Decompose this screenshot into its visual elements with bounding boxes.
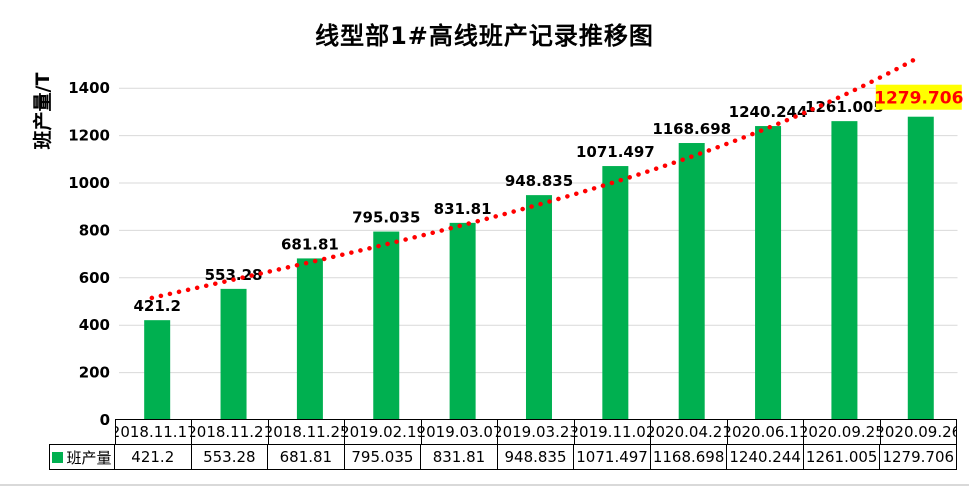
chart-title: 线型部1#高线班产记录推移图: [315, 22, 654, 50]
bar-value-label: 421.2: [133, 297, 180, 315]
value-cell: 681.81: [268, 444, 345, 470]
bar: [907, 116, 934, 420]
value-cell: 1261.005: [803, 444, 881, 470]
y-axis-tick-label: 800: [79, 221, 110, 239]
value-cell: 831.81: [421, 444, 498, 470]
bar: [144, 320, 171, 420]
legend-color-swatch: [52, 451, 64, 463]
value-cell: 1279.706: [880, 444, 958, 470]
bar: [831, 121, 858, 420]
legend-label: 班产量: [66, 448, 112, 467]
trend-line: [149, 54, 922, 301]
data-table-date-row: 2018.11.172018.11.212018.11.252019.02.19…: [115, 419, 957, 445]
date-cell: 2018.11.25: [268, 419, 346, 445]
bar: [525, 195, 552, 420]
y-axis-tick-label: 0: [100, 411, 110, 429]
value-cell: 553.28: [191, 444, 269, 470]
bar-value-label: 1071.497: [576, 143, 655, 161]
bar-value-label: 948.835: [505, 172, 573, 190]
bar-value-label: 831.81: [434, 200, 492, 218]
chart-bottom-border: [0, 484, 969, 486]
value-cell: 1071.497: [574, 444, 651, 470]
bar: [449, 222, 476, 420]
date-cell: 2019.11.02: [574, 419, 652, 445]
value-cell: 1168.698: [650, 444, 728, 470]
y-axis-tick-label: 1000: [68, 174, 110, 192]
highlight-label-bg: [875, 84, 962, 110]
value-cell: 1240.244: [727, 444, 804, 470]
data-table-value-row: 班产量 421.2 553.28 681.81 795.035 831.81 948.83…: [49, 444, 958, 470]
y-axis-tick-label: 200: [79, 364, 110, 382]
date-cell: 2018.11.21: [192, 419, 269, 445]
date-cell: 2019.03.23: [498, 419, 575, 445]
value-cell: 948.835: [497, 444, 575, 470]
value-cell: 795.035: [344, 444, 422, 470]
bar-value-label: 553.28: [205, 266, 263, 284]
value-cell: 421.2: [115, 444, 192, 470]
y-axis-tick-label: 1400: [68, 79, 110, 97]
bar-value-label: 795.035: [352, 209, 420, 227]
bar-value-label: 1240.244: [729, 103, 808, 121]
bar: [602, 166, 629, 420]
bar: [373, 231, 400, 420]
bar: [678, 143, 705, 421]
date-cell: 2019.02.19: [345, 419, 422, 445]
y-axis-tick-label: 600: [79, 269, 110, 287]
legend-key: 班产量: [49, 444, 115, 470]
y-axis-tick-label: 400: [79, 316, 110, 334]
date-cell: 2018.11.17: [115, 419, 193, 445]
bar-value-label: 1168.698: [652, 120, 731, 138]
bar: [755, 126, 782, 421]
bar: [220, 288, 247, 420]
y-axis-tick-label: 1200: [68, 127, 110, 145]
bar: [296, 258, 323, 420]
date-cell: 2019.03.07: [421, 419, 499, 445]
bar-value-label: 1261.005: [805, 98, 884, 116]
bar-value-label: 681.81: [281, 235, 339, 253]
bar-value-label-highlight: 1279.706: [874, 89, 963, 109]
